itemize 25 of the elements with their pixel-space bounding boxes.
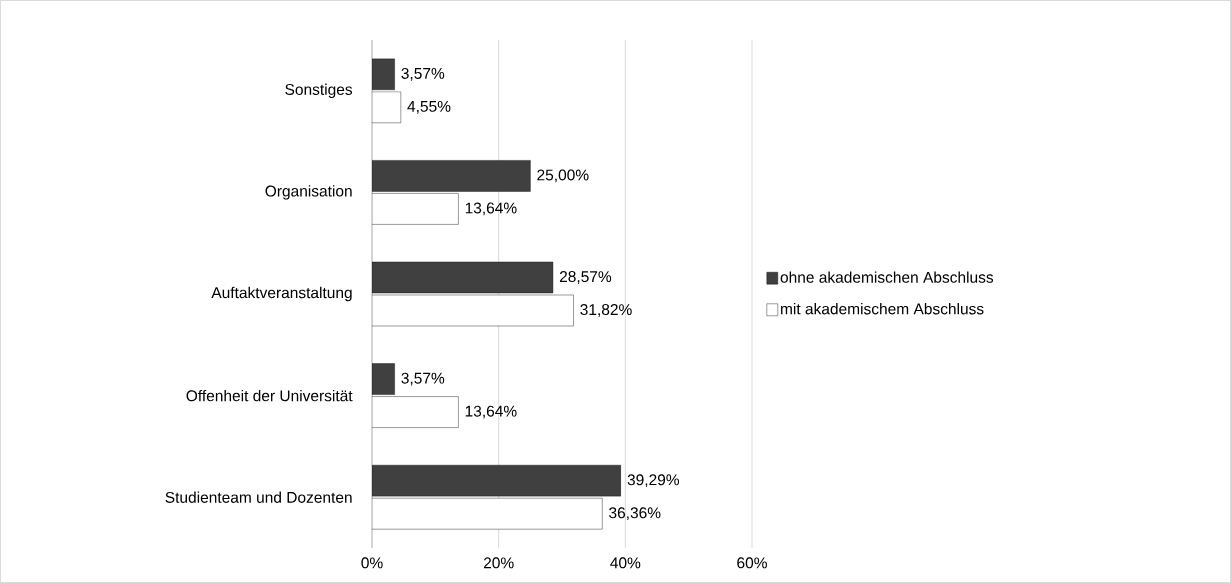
bar bbox=[372, 497, 603, 530]
legend-label: mit akademischem Abschluss bbox=[781, 303, 984, 315]
x-tick-label: 40% bbox=[610, 557, 641, 569]
data-label: 39,29% bbox=[627, 474, 680, 488]
x-tick-label: 60% bbox=[737, 557, 767, 569]
y-tick-label: Sonstiges bbox=[285, 83, 353, 99]
data-label: 13,64% bbox=[465, 202, 517, 216]
data-label: 36,36% bbox=[609, 507, 661, 521]
bar bbox=[372, 91, 402, 123]
data-label: 28,57% bbox=[559, 271, 612, 284]
y-tick-label: Studienteam und Dozenten bbox=[165, 491, 352, 503]
legend-label: ohne akademischen Abschluss bbox=[780, 271, 994, 283]
data-label: 3,57% bbox=[401, 67, 445, 81]
y-tick-label: Auftaktveranstaltung bbox=[211, 286, 352, 302]
data-label: 13,64% bbox=[465, 405, 517, 419]
y-tick-label: Organisation bbox=[265, 185, 352, 200]
data-label: 4,55% bbox=[407, 100, 451, 114]
x-tick-label: 0% bbox=[361, 557, 383, 569]
bar bbox=[372, 464, 622, 497]
data-label: 25,00% bbox=[537, 169, 589, 183]
bar bbox=[372, 58, 395, 90]
y-tick-label: Offenheit der Universität bbox=[186, 389, 353, 402]
data-label: 3,57% bbox=[401, 372, 445, 386]
data-label: 31,82% bbox=[580, 304, 632, 317]
x-tick-label: 20% bbox=[483, 557, 514, 569]
